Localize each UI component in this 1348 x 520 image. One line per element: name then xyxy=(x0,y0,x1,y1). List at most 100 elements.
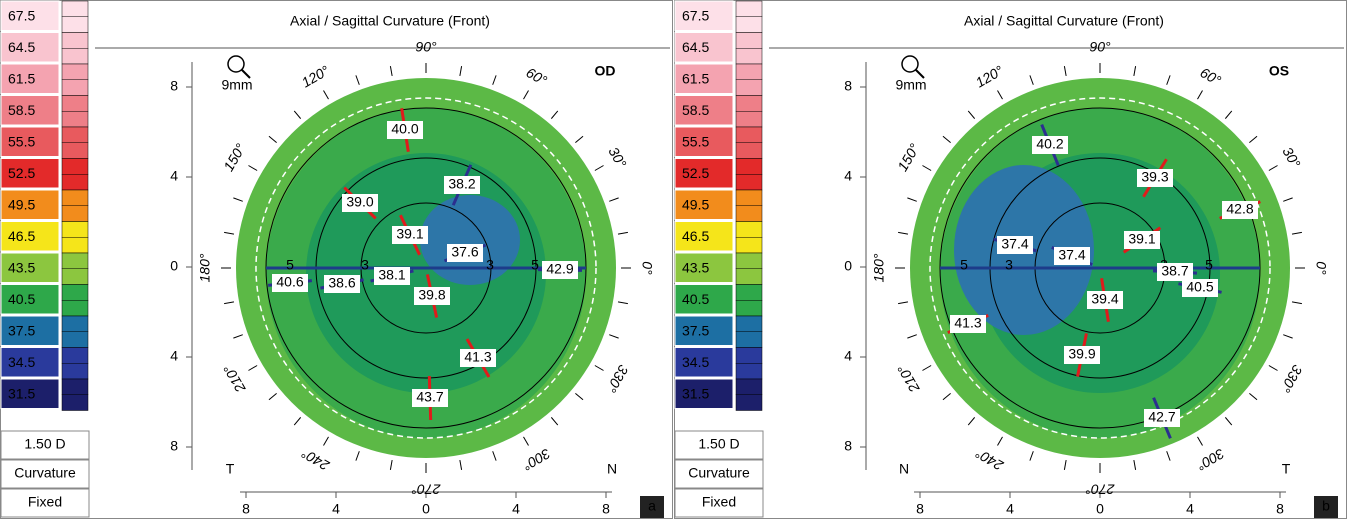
scale-stripe xyxy=(62,96,88,112)
y-tick-label: 8 xyxy=(170,78,178,94)
y-tick-label: 4 xyxy=(844,168,852,184)
reading: 39.1 xyxy=(1128,231,1155,247)
reading: 39.0 xyxy=(346,194,373,210)
scale-stripe xyxy=(62,64,88,80)
scale-label: 37.5 xyxy=(682,322,709,338)
eye-label: OS xyxy=(1269,63,1289,79)
scale-stripe xyxy=(736,222,762,238)
reading: 40.5 xyxy=(1186,279,1213,295)
scale-label: 37.5 xyxy=(8,322,35,338)
screenshot: 67.564.561.558.555.552.549.546.543.540.5… xyxy=(0,0,1348,520)
x-tick-label: 0 xyxy=(422,501,430,517)
scale-label: 64.5 xyxy=(8,39,35,55)
x-tick-label: 8 xyxy=(602,501,610,517)
y-tick-label: 8 xyxy=(844,438,852,454)
scale-label: 34.5 xyxy=(8,354,35,370)
scale-label: 43.5 xyxy=(682,259,709,275)
scale-stripe xyxy=(62,174,88,190)
scale-stripe xyxy=(62,80,88,96)
scale-mode: Curvature xyxy=(14,465,76,481)
scale-stripe xyxy=(62,300,88,316)
scale-stripe xyxy=(62,379,88,395)
scale-stripe xyxy=(62,316,88,332)
x-tick-label: 8 xyxy=(1276,501,1284,517)
angle-label: 270° xyxy=(411,481,441,497)
scale-stripe xyxy=(736,174,762,190)
x-tick-label: 8 xyxy=(916,501,924,517)
scale-stripe xyxy=(736,64,762,80)
map-blue xyxy=(420,195,520,285)
x-tick-label: 8 xyxy=(242,501,250,517)
scale-stripe xyxy=(736,143,762,159)
ring-label: 3 xyxy=(361,257,369,273)
reading: 40.6 xyxy=(276,274,303,290)
scale-stripe xyxy=(736,190,762,206)
scale-stripe xyxy=(736,159,762,175)
scale-stripe xyxy=(62,190,88,206)
scale-label: 34.5 xyxy=(682,354,709,370)
scale-mode: Curvature xyxy=(688,465,750,481)
map-title: Axial / Sagittal Curvature (Front) xyxy=(964,13,1164,29)
scale-label: 52.5 xyxy=(8,165,35,181)
scale-kind: Fixed xyxy=(702,494,736,510)
reading: 39.1 xyxy=(396,226,423,242)
side-left: T xyxy=(226,461,235,477)
scale-label: 31.5 xyxy=(682,385,709,401)
angle-label: 0° xyxy=(1313,261,1329,275)
x-tick-label: 4 xyxy=(332,501,340,517)
side-right: T xyxy=(1282,461,1291,477)
scale-label: 40.5 xyxy=(682,291,709,307)
scale-stripe xyxy=(736,300,762,316)
angle-label: 0° xyxy=(639,261,655,275)
scale-stripe xyxy=(62,1,88,17)
scale-stripe xyxy=(62,127,88,143)
scale-stripe xyxy=(736,96,762,112)
scale-label: 43.5 xyxy=(8,259,35,275)
scale-stripe xyxy=(736,316,762,332)
scale-stripe xyxy=(736,332,762,348)
scale-label: 64.5 xyxy=(682,39,709,55)
side-right: N xyxy=(607,461,617,477)
ring-label: 3 xyxy=(1005,257,1013,273)
scale-stripe xyxy=(736,363,762,379)
angle-label: 90° xyxy=(1089,39,1111,55)
scale-stripe xyxy=(736,111,762,127)
angle-label: 270° xyxy=(1085,481,1115,497)
x-tick-label: 4 xyxy=(1186,501,1194,517)
panel: 67.564.561.558.555.552.549.546.543.540.5… xyxy=(1,1,673,519)
reading: 38.6 xyxy=(328,275,355,291)
reading: 39.4 xyxy=(1091,291,1118,307)
reading: 39.8 xyxy=(418,287,445,303)
scale-label: 61.5 xyxy=(8,70,35,86)
scale-step: 1.50 D xyxy=(24,436,65,452)
scale-label: 31.5 xyxy=(8,385,35,401)
y-tick-label: 4 xyxy=(170,168,178,184)
x-tick-label: 0 xyxy=(1096,501,1104,517)
scale-stripe xyxy=(62,395,88,411)
scale-stripe xyxy=(62,111,88,127)
x-tick-label: 4 xyxy=(1006,501,1014,517)
scale-stripe xyxy=(736,253,762,269)
panel-letter: a xyxy=(648,498,656,514)
angle-label: 180° xyxy=(197,253,213,282)
scale-stripe xyxy=(62,222,88,238)
scale-stripe xyxy=(62,363,88,379)
scale-stripe xyxy=(62,269,88,285)
scale-stripe xyxy=(736,80,762,96)
zoom-label: 9mm xyxy=(221,77,252,93)
scale-label: 67.5 xyxy=(682,7,709,23)
reading: 39.9 xyxy=(1068,346,1095,362)
scale-stripe xyxy=(62,143,88,159)
scale-stripe xyxy=(736,269,762,285)
scale-stripe xyxy=(736,127,762,143)
reading: 38.1 xyxy=(378,267,405,283)
scale-stripe xyxy=(62,33,88,49)
scale-stripe xyxy=(736,1,762,17)
scale-stripe xyxy=(62,17,88,33)
reading: 37.6 xyxy=(451,244,478,260)
scale-stripe xyxy=(736,48,762,64)
scale-stripe xyxy=(62,348,88,364)
y-tick-label: 8 xyxy=(844,78,852,94)
scale-label: 49.5 xyxy=(682,196,709,212)
reading: 40.0 xyxy=(391,121,418,137)
